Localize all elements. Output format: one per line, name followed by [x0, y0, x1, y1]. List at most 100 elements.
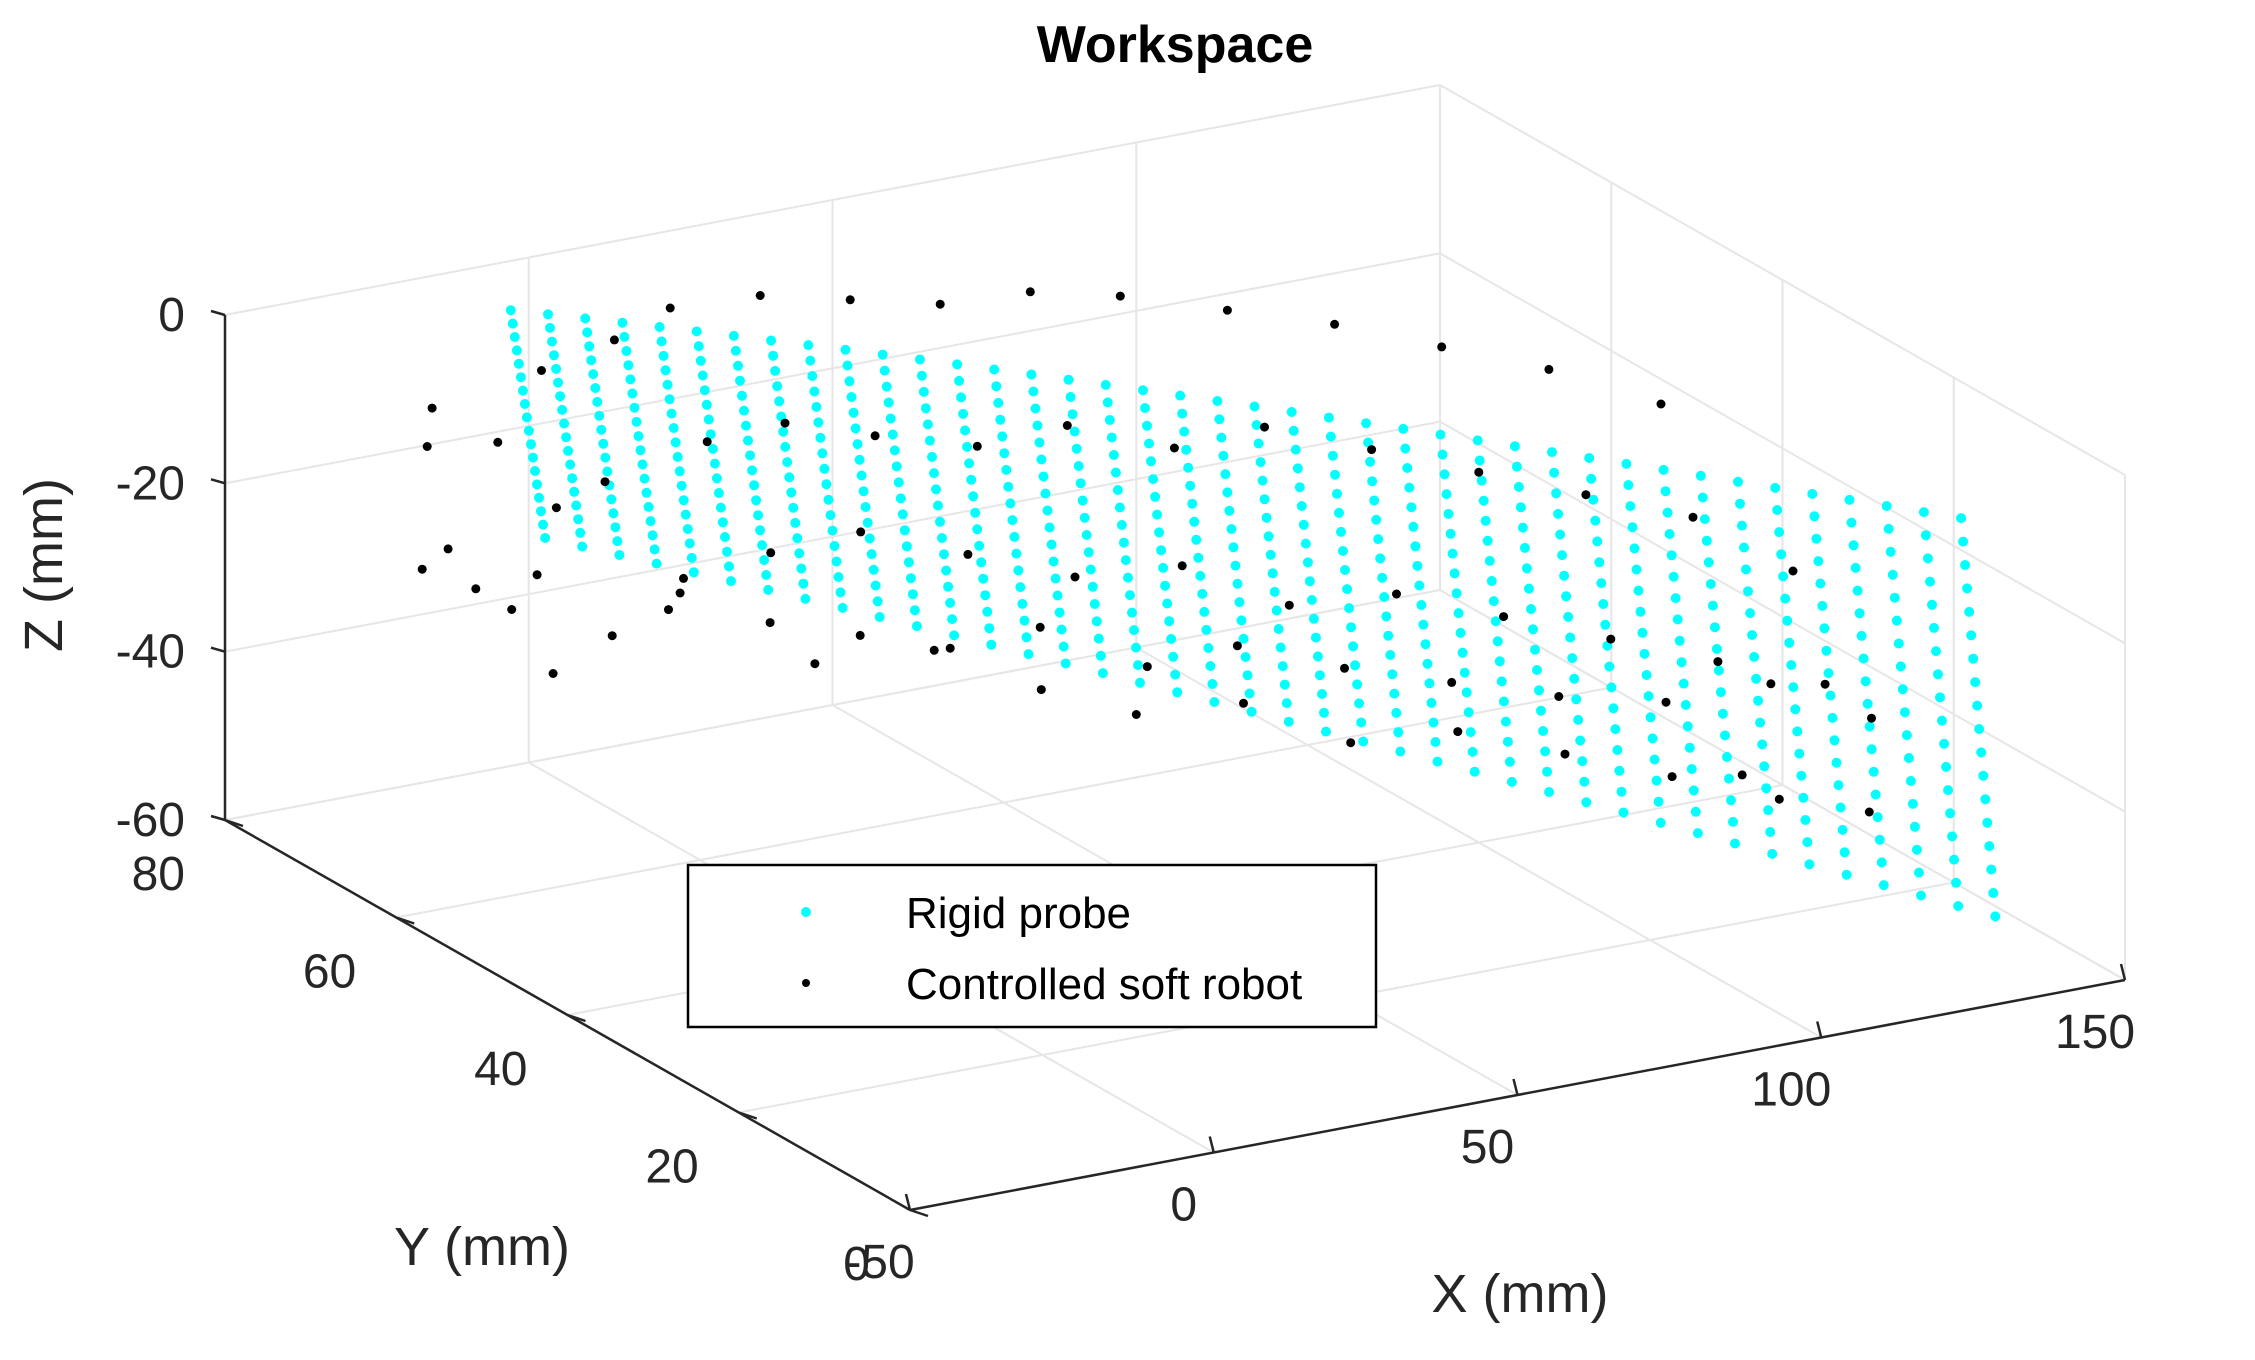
rigid-probe-point — [1358, 736, 1369, 747]
rigid-probe-point — [1701, 535, 1712, 546]
rigid-probe-point — [811, 401, 822, 412]
rigid-probe-point — [602, 466, 613, 477]
soft-robot-point — [1131, 710, 1141, 719]
rigid-probe-point — [1629, 543, 1640, 554]
rigid-probe-point — [645, 516, 656, 527]
rigid-probe-point — [1312, 651, 1323, 662]
rigid-probe-point — [1267, 568, 1278, 579]
rigid-probe-point — [1903, 753, 1914, 763]
soft-robot-point — [1820, 679, 1830, 689]
rigid-probe-point — [842, 360, 853, 371]
soft-robot-point — [1222, 305, 1232, 315]
rigid-probe-point — [1839, 847, 1850, 858]
rigid-probe-point — [1856, 630, 1867, 641]
rigid-probe-point — [1835, 802, 1846, 813]
rigid-probe-point — [790, 517, 801, 528]
rigid-probe-point — [918, 386, 929, 397]
rigid-probe-point — [1123, 572, 1133, 583]
rigid-probe-point — [1592, 536, 1603, 547]
rigid-probe-point — [1911, 844, 1922, 855]
rigid-probe-point — [1935, 692, 1945, 703]
rigid-probe-point — [1790, 704, 1801, 715]
rigid-probe-point — [1459, 667, 1470, 678]
soft-robot-point — [609, 335, 619, 345]
rigid-probe-point — [1765, 827, 1776, 837]
rigid-probe-point — [737, 390, 747, 401]
rigid-probe-point — [1978, 770, 1989, 781]
soft-robot-point — [607, 631, 617, 641]
rigid-probe-point — [993, 397, 1004, 408]
rigid-probe-point — [1929, 622, 1939, 633]
rigid-probe-point — [1193, 552, 1204, 563]
rigid-probe-point — [1416, 600, 1427, 610]
rigid-probe-point — [637, 459, 648, 470]
rigid-probe-point — [1125, 590, 1135, 601]
rigid-probe-point — [1073, 461, 1084, 471]
rigid-probe-point — [1385, 650, 1396, 660]
rigid-probe-point — [989, 364, 1000, 375]
rigid-probe-point — [1817, 600, 1828, 611]
rigid-probe-point — [1870, 789, 1881, 800]
soft-robot-point — [1766, 679, 1776, 689]
rigid-probe-point — [1645, 712, 1656, 723]
rigid-probe-point — [1819, 623, 1830, 634]
rigid-probe-point — [1310, 632, 1321, 643]
rigid-probe-point — [728, 330, 739, 341]
rigid-probe-point — [1183, 462, 1194, 473]
rigid-probe-point — [680, 509, 691, 520]
rigid-probe-point — [1118, 537, 1129, 548]
rigid-probe-point — [1590, 515, 1601, 526]
rigid-probe-point — [761, 570, 772, 580]
rigid-probe-point — [972, 524, 983, 535]
rigid-probe-point — [1897, 684, 1908, 695]
rigid-probe-point — [1040, 488, 1051, 499]
rigid-probe-point — [1532, 665, 1542, 675]
rigid-probe-point — [1895, 661, 1906, 672]
rigid-probe-point — [1953, 901, 1964, 911]
soft-robot-point — [1437, 342, 1447, 352]
rigid-probe-point — [1500, 716, 1511, 727]
rigid-probe-point — [1201, 624, 1212, 635]
rigid-probe-point — [1079, 512, 1090, 523]
rigid-probe-point — [1854, 608, 1865, 619]
rigid-probe-point — [800, 593, 811, 604]
rigid-probe-point — [1410, 541, 1421, 552]
rigid-probe-point — [1984, 841, 1995, 852]
rigid-probe-point — [1937, 715, 1947, 726]
soft-robot-point — [935, 299, 945, 309]
rigid-probe-point — [1170, 669, 1181, 680]
rigid-probe-point — [511, 345, 522, 356]
rigid-probe-point — [1350, 660, 1361, 671]
rigid-probe-point — [891, 461, 902, 472]
rigid-probe-point — [1209, 697, 1220, 707]
floor-grid-line — [396, 686, 1612, 919]
rigid-probe-point — [1798, 792, 1809, 803]
rigid-probe-point — [920, 403, 931, 414]
rigid-probe-point — [596, 424, 607, 435]
rigid-probe-point — [1455, 627, 1466, 638]
rigid-probe-point — [600, 452, 611, 463]
rigid-probe-point — [1212, 396, 1223, 406]
rigid-probe-point — [656, 336, 667, 347]
y-tick-label: 60 — [303, 946, 356, 999]
rigid-probe-point — [1891, 615, 1902, 626]
rigid-probe-point — [1960, 560, 1971, 570]
soft-robot-point — [493, 437, 503, 447]
rigid-probe-point — [1776, 549, 1787, 560]
rigid-probe-point — [1772, 505, 1783, 515]
soft-robot-point — [1142, 662, 1152, 672]
rigid-probe-point — [1672, 614, 1683, 625]
rigid-probe-point — [978, 573, 989, 584]
rigid-probe-point — [1379, 592, 1390, 602]
rigid-probe-point — [1513, 481, 1524, 492]
rigid-probe-point — [974, 540, 985, 551]
rigid-probe-point — [528, 452, 538, 463]
rigid-probe-point — [954, 375, 965, 386]
rigid-probe-point — [943, 581, 954, 592]
rigid-probe-point — [1228, 542, 1239, 553]
rigid-probe-point — [995, 414, 1006, 425]
rigid-probe-point — [1406, 502, 1417, 513]
rigid-probe-point — [1567, 653, 1578, 664]
rigid-probe-point — [658, 350, 669, 361]
rigid-probe-point — [1621, 458, 1632, 469]
